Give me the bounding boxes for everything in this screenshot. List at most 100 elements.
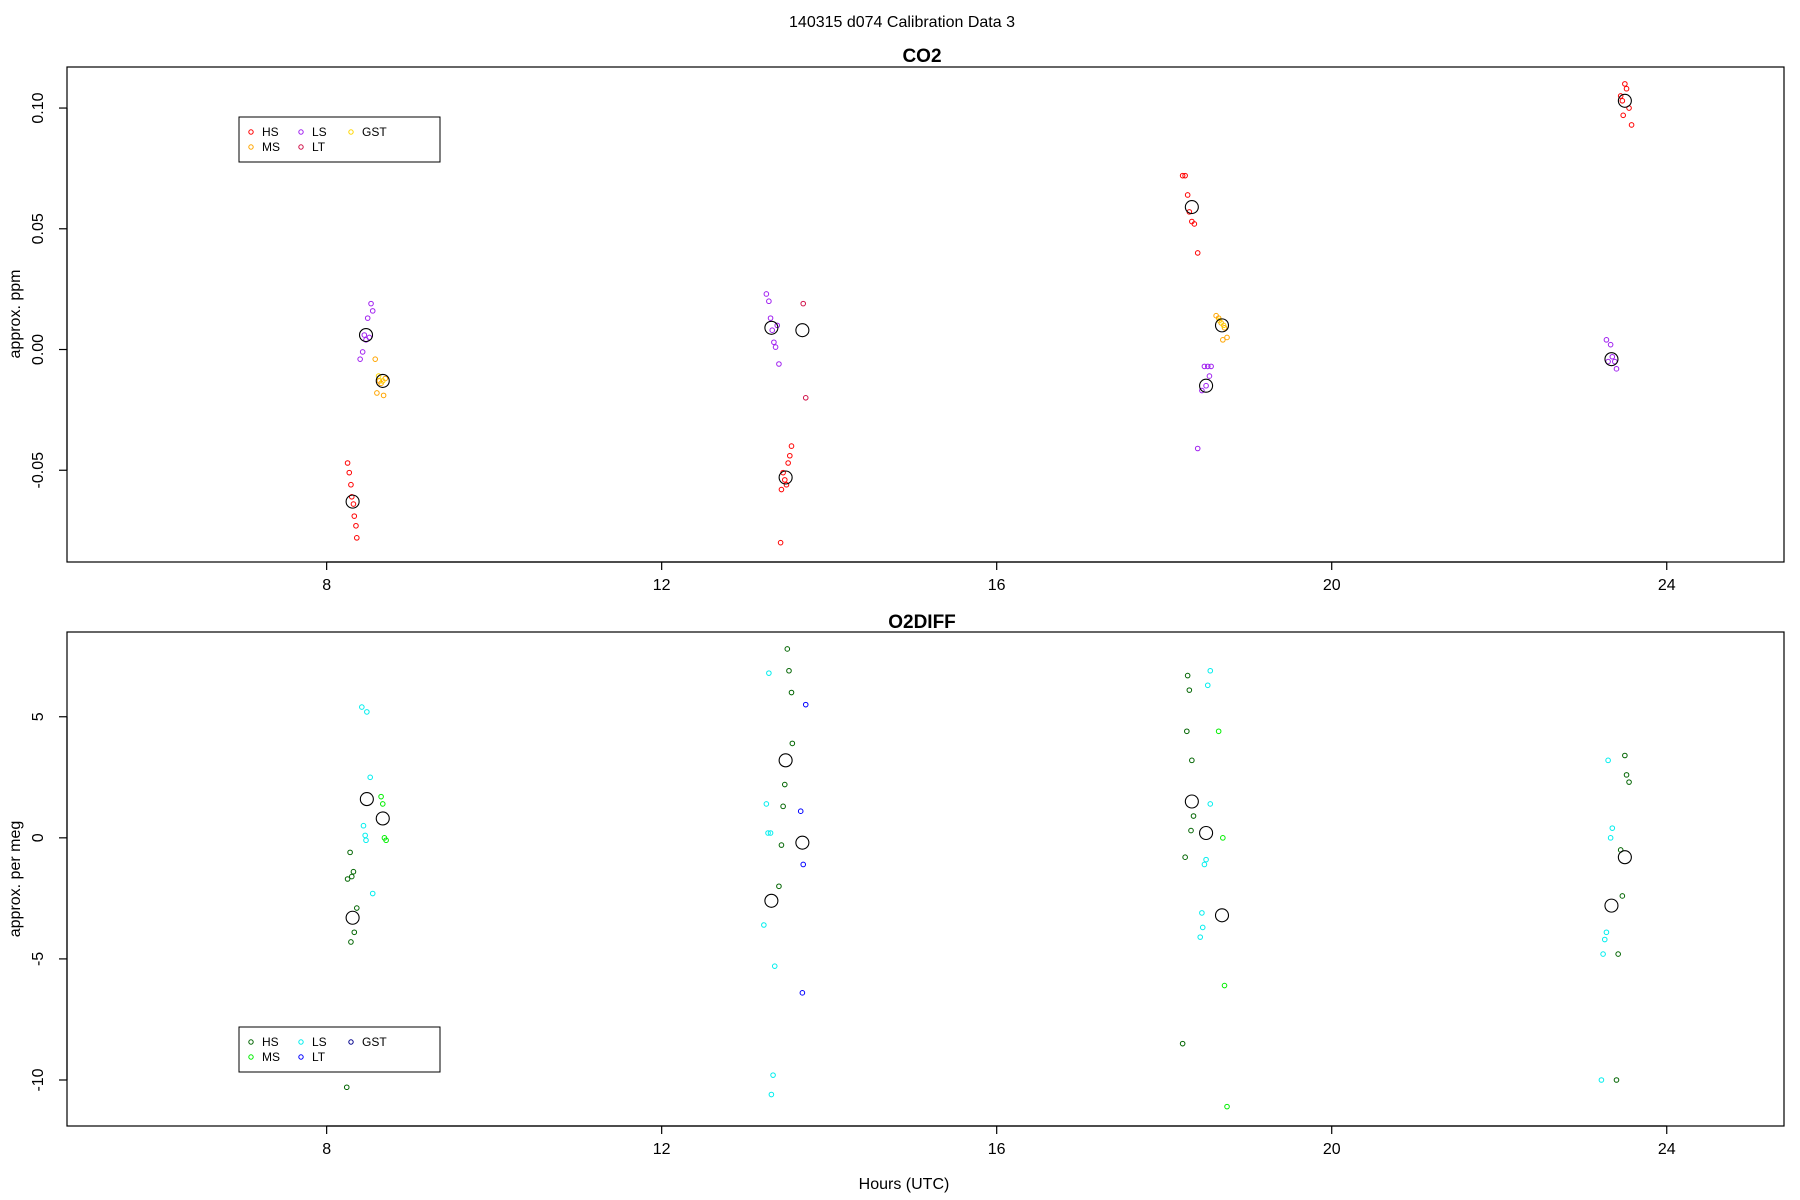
- co2-mean-marker: [795, 323, 810, 338]
- o2diff-mean-marker: [764, 893, 779, 908]
- o2diff-y-tick-label: -10: [30, 1068, 47, 1091]
- o2diff-point-hs: [348, 873, 355, 880]
- o2diff-point-ls: [362, 832, 368, 839]
- co2-mean-marker: [1199, 378, 1214, 393]
- o2diff-legend-label-gst: GST: [362, 1035, 387, 1049]
- o2diff-point-hs: [1182, 854, 1188, 861]
- o2diff-point-ls: [360, 822, 367, 829]
- o2diff-point-hs: [1186, 687, 1193, 693]
- o2diff-point-ls: [767, 830, 774, 836]
- o2diff-legend-box: [238, 1026, 441, 1073]
- o2diff-point-hs: [1613, 1077, 1620, 1083]
- co2-point-ls: [769, 327, 776, 333]
- o2diff-x-tick-label: 20: [1323, 1141, 1341, 1158]
- co2-point-hs: [1628, 122, 1635, 128]
- co2-mean-marker: [345, 494, 360, 509]
- o2diff-point-hs: [343, 1084, 350, 1091]
- co2-point-ms: [380, 392, 387, 399]
- co2-x-tick-label: 24: [1658, 577, 1676, 594]
- o2diff-data-points: [343, 646, 1632, 1110]
- co2-point-gst: [379, 378, 386, 384]
- o2diff-point-ls: [763, 801, 770, 807]
- o2diff-mean-marker: [1199, 825, 1214, 841]
- co2-point-hs: [350, 501, 357, 507]
- co2-point-hs: [788, 443, 795, 449]
- co2-point-ls: [1199, 387, 1205, 394]
- o2diff-point-ms: [383, 837, 389, 844]
- o2diff-point-ms: [1224, 1103, 1230, 1110]
- o2diff-point-ls: [1607, 835, 1614, 841]
- co2-point-ls: [1203, 382, 1209, 389]
- o2diff-y-axis: -10 -5 0 5: [30, 712, 68, 1092]
- o2diff-mean-marker: [795, 835, 810, 850]
- o2diff-point-ls: [1199, 924, 1206, 931]
- o2diff-point-hs: [1188, 827, 1194, 834]
- co2-point-hs: [1620, 112, 1626, 119]
- co2-y-tick-label: 0.10: [30, 92, 47, 123]
- co2-point-ls: [1609, 353, 1616, 360]
- co2-legend-marker-ls: [298, 129, 304, 135]
- o2diff-legend-label-hs: HS: [262, 1035, 279, 1049]
- o2diff-x-axis: 8 12 16 20 24: [322, 1125, 1676, 1158]
- co2-point-hs: [1622, 81, 1628, 87]
- o2diff-point-ls: [1600, 951, 1606, 957]
- co2-legend-label-ms: MS: [262, 140, 280, 154]
- co2-point-ls: [1607, 341, 1614, 348]
- o2diff-point-hs: [344, 876, 351, 882]
- co2-point-ls: [364, 315, 371, 321]
- co2-mean-marker: [1184, 199, 1199, 215]
- o2diff-point-hs: [1179, 1040, 1186, 1047]
- o2diff-x-tick-label: 24: [1658, 1141, 1676, 1158]
- o2diff-point-hs: [351, 929, 358, 936]
- co2-legend-marker-hs: [248, 129, 254, 135]
- co2-data-points: [344, 81, 1635, 546]
- co2-point-ls: [771, 339, 777, 346]
- o2diff-point-hs: [776, 883, 782, 890]
- o2diff-x-tick-label: 8: [322, 1141, 331, 1158]
- o2diff-point-hs: [1623, 772, 1630, 778]
- co2-point-ms: [372, 356, 379, 362]
- co2-point-ms: [374, 390, 380, 396]
- o2diff-point-lt: [800, 861, 807, 868]
- o2diff-point-hs: [784, 646, 791, 652]
- co2-point-hs: [783, 481, 790, 488]
- o2diff-point-ls: [768, 1091, 775, 1098]
- co2-point-hs: [1617, 93, 1624, 99]
- o2diff-legend-label-ms: MS: [262, 1050, 280, 1064]
- co2-point-lt: [800, 300, 807, 307]
- o2diff-legend-marker-ms: [248, 1054, 254, 1060]
- co2-point-hs: [1191, 221, 1198, 227]
- o2diff-legend-label-ls: LS: [312, 1035, 327, 1049]
- o2diff-point-hs: [1615, 951, 1621, 957]
- o2diff-x-tick-label: 16: [988, 1141, 1006, 1158]
- o2diff-mean-marker: [345, 910, 360, 925]
- o2diff-panel: O2DIFF approx. per meg 8 12 16 20 24 -10 -5 0 5…: [7, 612, 1785, 1158]
- o2diff-point-ls: [1609, 825, 1616, 831]
- co2-point-hs: [348, 481, 354, 488]
- co2-point-ls: [766, 298, 772, 305]
- co2-mean-marker: [375, 373, 390, 388]
- co2-point-ms: [1220, 337, 1226, 343]
- o2diff-point-ls: [1197, 934, 1204, 940]
- co2-legend-marker-gst: [348, 129, 354, 135]
- co2-point-ls: [1204, 363, 1211, 370]
- co2-point-ls: [357, 356, 363, 362]
- co2-point-ls: [774, 322, 781, 329]
- co2-point-ls: [359, 349, 366, 355]
- co2-panel-title: CO2: [902, 46, 941, 67]
- co2-panel: CO2 approx. ppm 8 12 16 20 24 -0.05 0.00 0.05 0…: [7, 46, 1785, 594]
- co2-point-hs: [787, 452, 793, 459]
- co2-point-hs: [1182, 172, 1188, 179]
- o2diff-point-ms: [378, 793, 384, 800]
- o2diff-point-hs: [353, 905, 360, 911]
- o2diff-point-ls: [1201, 861, 1208, 868]
- co2-legend-box: [238, 116, 441, 163]
- o2diff-point-ls: [1603, 929, 1610, 936]
- o2diff-y-tick-label: 0: [30, 833, 47, 842]
- co2-point-hs: [353, 535, 360, 541]
- co2-point-ls: [1603, 337, 1610, 343]
- o2diff-point-ms: [1215, 728, 1222, 735]
- o2diff-point-lt: [799, 990, 806, 996]
- o2diff-point-ls: [369, 890, 376, 897]
